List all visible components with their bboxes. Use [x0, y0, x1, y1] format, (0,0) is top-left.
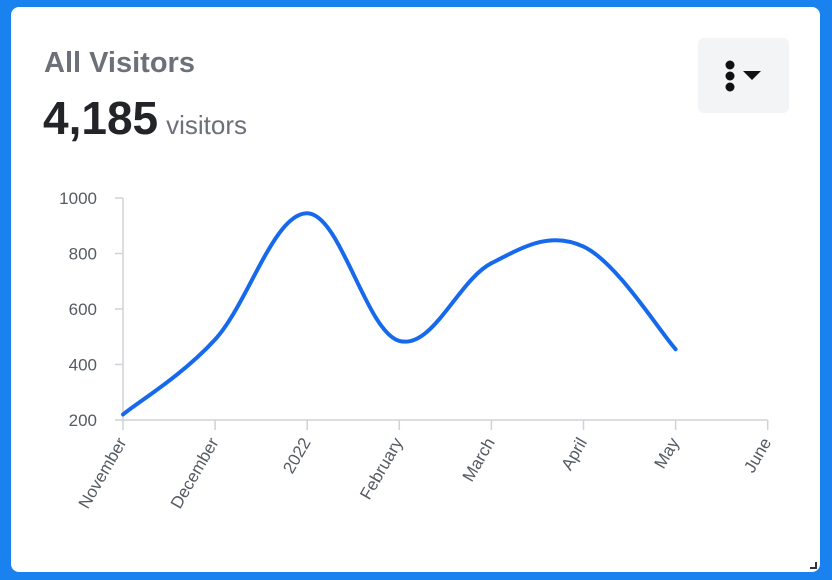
kebab-dropdown-icon — [725, 60, 761, 92]
visitor-unit: visitors — [166, 110, 248, 140]
x-tick-label: April — [558, 435, 591, 474]
visitors-card: All Visitors 4,185 visitors — [11, 7, 820, 572]
x-tick-label: February — [356, 434, 407, 503]
resize-handle-icon[interactable] — [808, 560, 818, 570]
x-tick-label: June — [740, 435, 775, 476]
y-tick-label: 200 — [69, 411, 97, 430]
x-tick-label: December — [167, 434, 223, 512]
y-tick-label: 800 — [69, 245, 97, 264]
chart-menu-button[interactable] — [698, 38, 789, 113]
x-tick-label: May — [651, 434, 684, 472]
visitor-stat: 4,185 visitors — [43, 91, 247, 145]
y-tick-label: 1000 — [59, 189, 97, 208]
x-tick-label: March — [459, 435, 499, 485]
y-tick-label: 600 — [69, 300, 97, 319]
x-tick-label: 2022 — [279, 435, 314, 477]
y-tick-label: 400 — [69, 356, 97, 375]
x-tick-label: November — [75, 434, 131, 512]
series-line-0 — [121, 211, 678, 417]
visitor-count: 4,185 — [43, 92, 159, 144]
card-title: All Visitors — [44, 47, 195, 79]
